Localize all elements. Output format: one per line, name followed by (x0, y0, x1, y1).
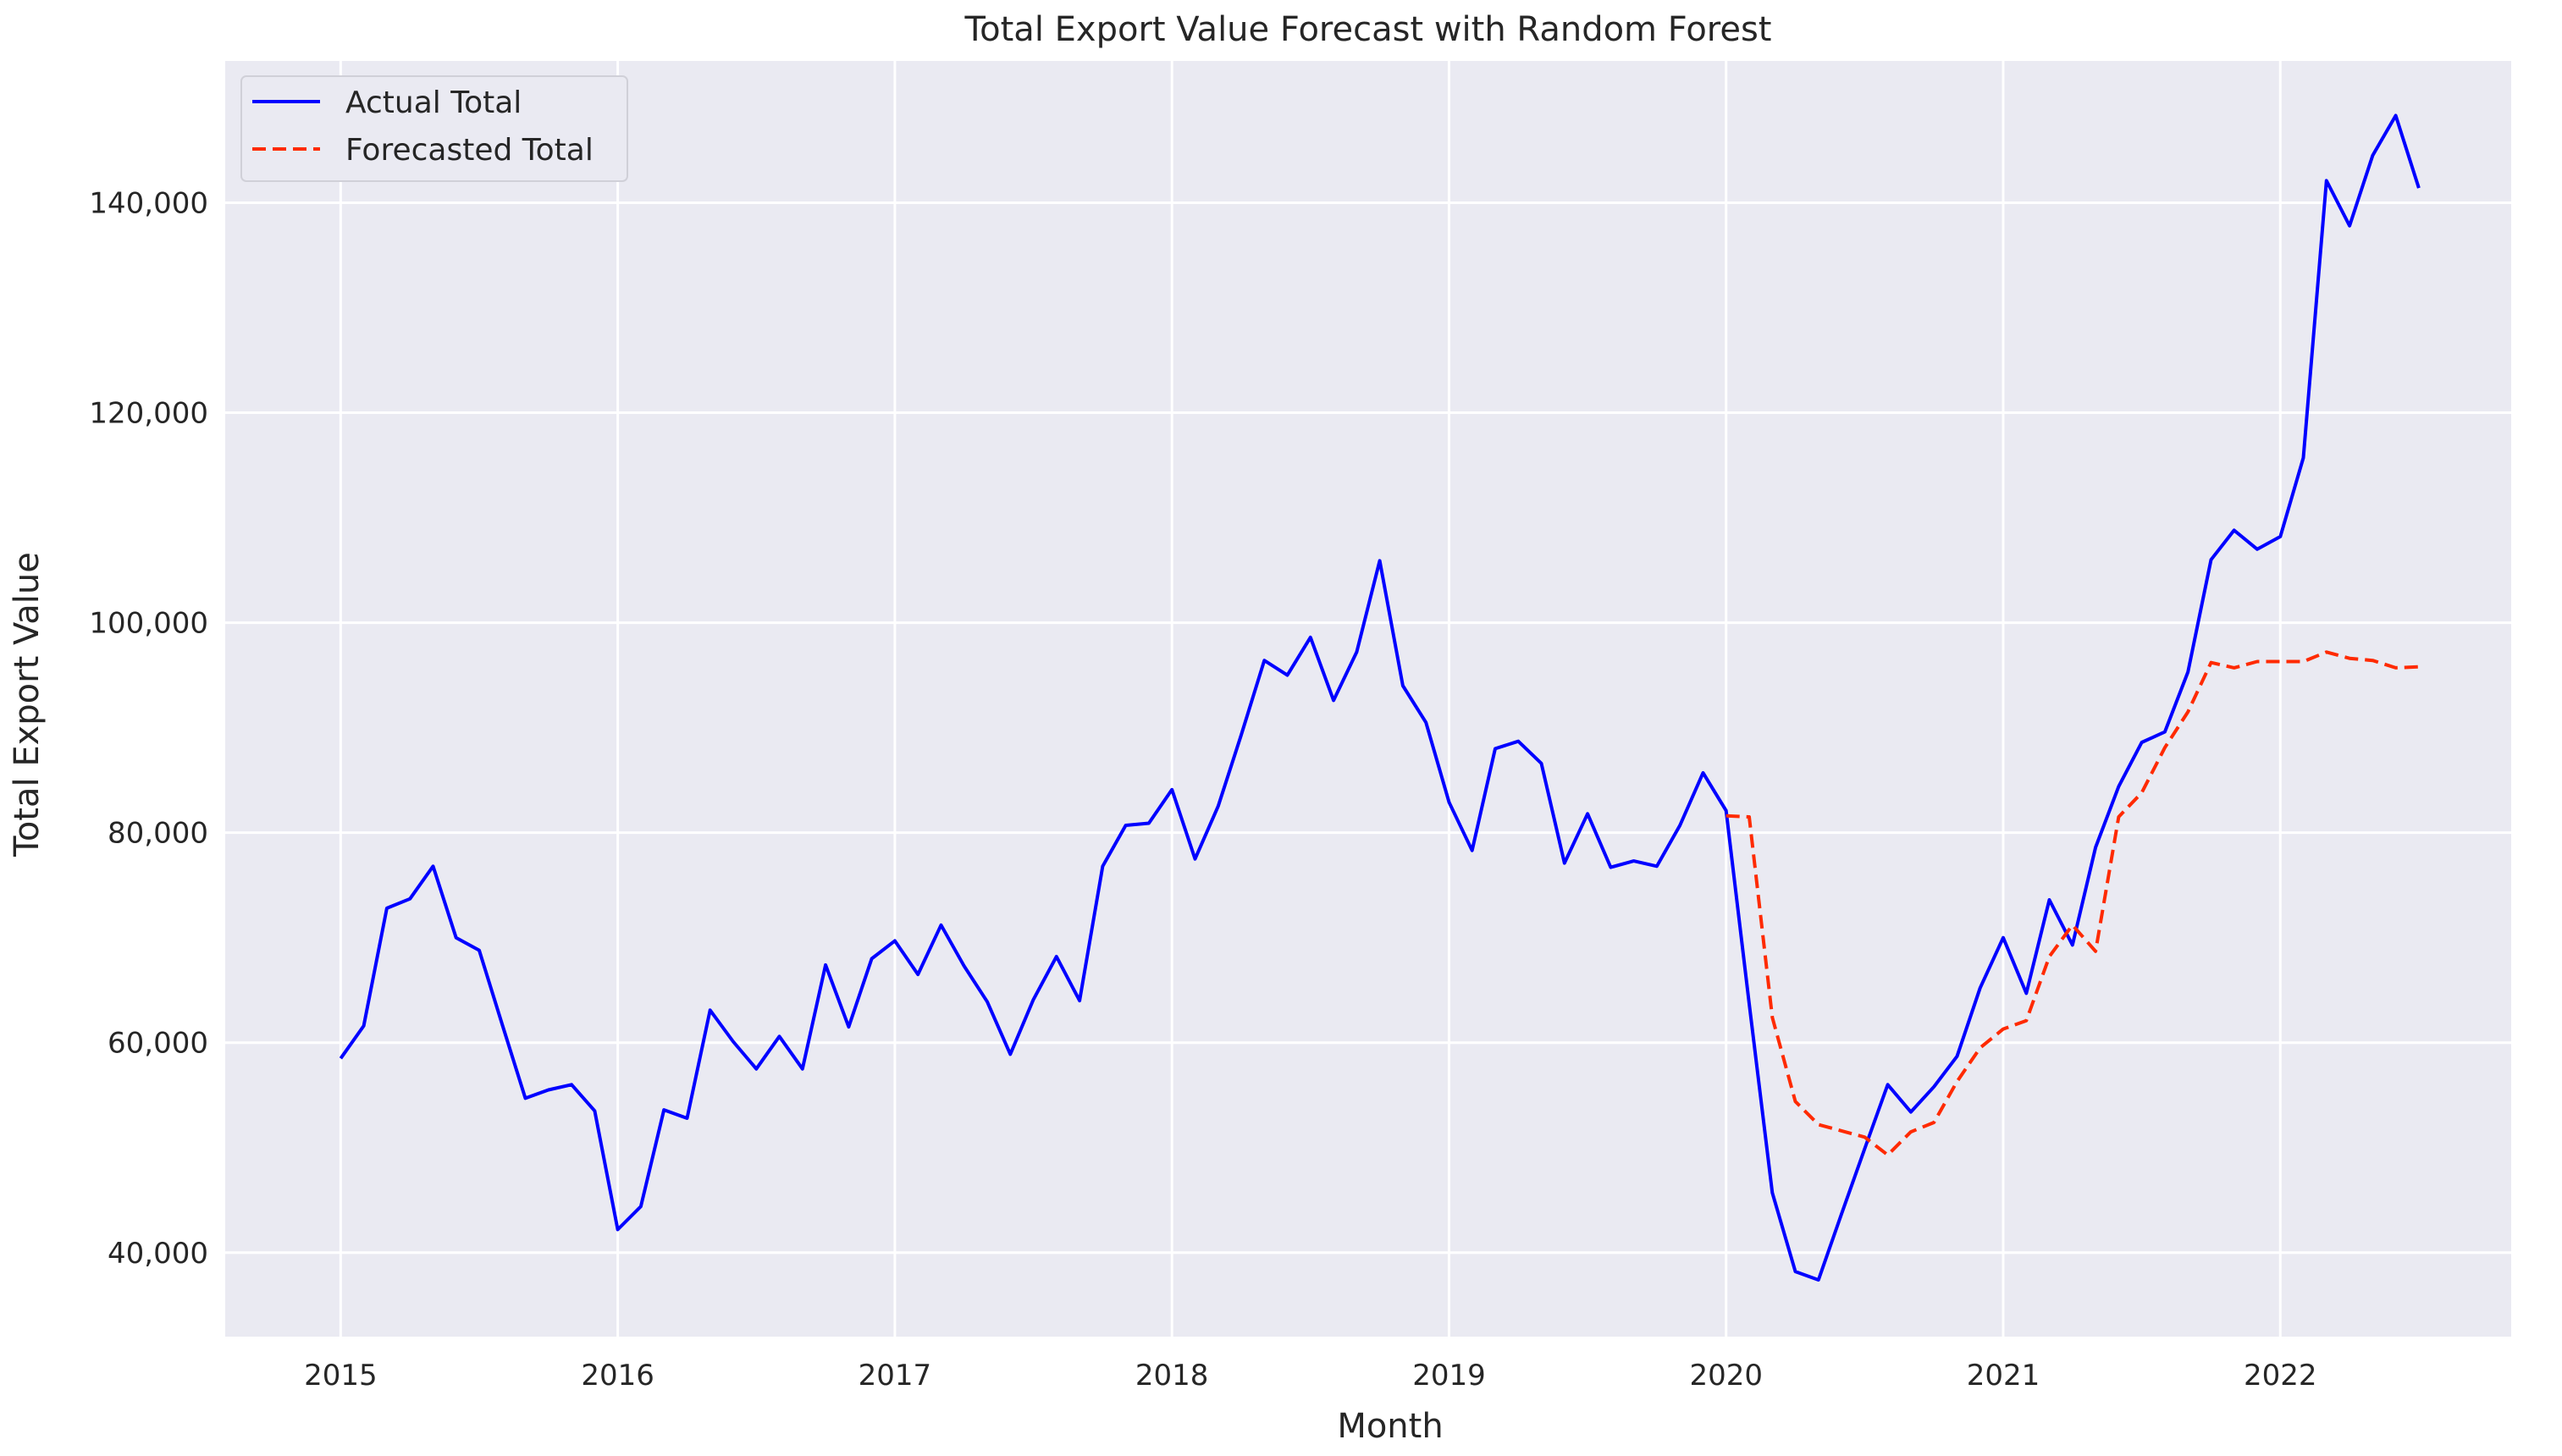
legend-label-actual: Actual Total (345, 85, 522, 120)
legend-box (240, 75, 628, 182)
series-line-actual (339, 113, 2421, 1282)
legend-label-forecast: Forecasted Total (345, 133, 594, 168)
y-tick-label: 60,000 (108, 1027, 208, 1061)
x-tick-label: 2021 (1967, 1359, 2040, 1393)
y-tick-label: 100,000 (89, 607, 208, 641)
y-axis-ticks: 40,000 60,000 80,000 100,000 120,000 140,000 (89, 186, 208, 1270)
plot-area (225, 61, 2511, 1337)
x-tick-label: 2020 (1689, 1359, 1763, 1393)
y-tick-label: 140,000 (89, 186, 208, 220)
x-tick-label: 2015 (304, 1359, 378, 1393)
x-axis-ticks: 2015 2016 2017 2018 2019 2020 2021 2022 (304, 1359, 2316, 1393)
x-tick-label: 2016 (581, 1359, 654, 1393)
legend: Actual Total Forecasted Total (240, 75, 628, 182)
x-tick-label: 2017 (859, 1359, 932, 1393)
series-line-forecast (1725, 650, 2419, 1157)
y-tick-label: 40,000 (108, 1237, 208, 1271)
y-tick-label: 120,000 (89, 397, 208, 431)
y-axis-label: Total Export Value (8, 552, 47, 858)
x-axis-label: Month (1337, 1407, 1443, 1446)
series-layer (339, 113, 2421, 1282)
chart-title: Total Export Value Forecast with Random … (964, 10, 1772, 49)
x-tick-label: 2022 (2244, 1359, 2317, 1393)
grid (225, 61, 2511, 1337)
x-tick-label: 2019 (1412, 1359, 1486, 1393)
x-tick-label: 2018 (1135, 1359, 1209, 1393)
y-tick-label: 80,000 (108, 817, 208, 851)
